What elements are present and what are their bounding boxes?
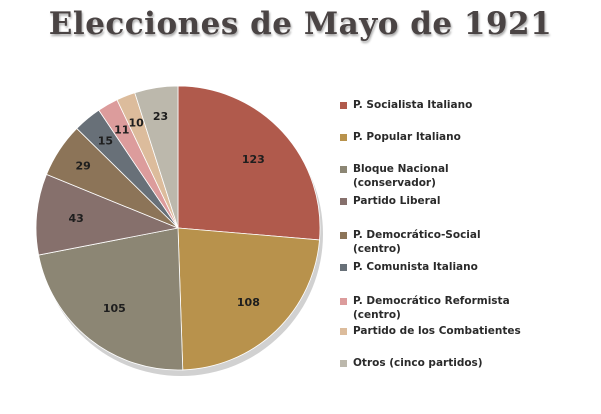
legend-swatch	[340, 298, 347, 305]
legend-label: Otros (cinco partidos)	[353, 357, 483, 369]
data-label-partido-de-los-combatientes: 10	[129, 116, 145, 129]
legend-label: Partido de los Combatientes	[353, 325, 521, 337]
legend-swatch	[340, 166, 347, 173]
legend-swatch	[340, 232, 347, 239]
data-label-partido-liberal: 43	[69, 212, 84, 225]
data-label-bloque-nacional: 105	[103, 302, 126, 315]
pie-slice-otros-cinco-partidos	[134, 85, 179, 229]
legend-label: Partido Liberal	[353, 195, 441, 207]
chart-title: Elecciones de Mayo de 1921	[48, 6, 553, 42]
legend-item-p-socialista-italiano: P. Socialista Italiano	[340, 98, 472, 112]
legend-label: P. Comunista Italiano	[353, 261, 478, 273]
pie-slice-p-socialista-italiano	[177, 85, 321, 241]
legend-swatch	[340, 198, 347, 205]
legend-item-p-democratico-social: P. Democrático-Social (centro)	[340, 228, 481, 256]
pie-slice-p-popular-italiano	[177, 227, 320, 371]
legend-label: P. Democrático Reformista (centro)	[353, 295, 510, 321]
legend-swatch	[340, 134, 347, 141]
legend-item-p-democratico-reformista: P. Democrático Reformista (centro)	[340, 294, 510, 322]
legend-label: Bloque Nacional (conservador)	[353, 163, 449, 189]
data-label-p-democratico-reformista: 11	[114, 123, 129, 136]
legend-label: P. Socialista Italiano	[353, 99, 473, 111]
legend-item-otros-cinco-partidos: Otros (cinco partidos)	[340, 356, 483, 370]
data-label-p-comunista-italiano: 15	[98, 135, 113, 148]
legend-item-partido-liberal: Partido Liberal	[340, 194, 440, 208]
data-label-p-popular-italiano: 108	[237, 296, 260, 309]
legend-label: P. Democrático-Social (centro)	[353, 229, 481, 255]
pie-slice-partido-liberal	[35, 173, 180, 256]
legend-swatch	[340, 264, 347, 271]
data-label-p-socialista-italiano: 123	[242, 153, 265, 166]
pie-slice-bloque-nacional	[38, 227, 184, 371]
legend-swatch	[340, 328, 347, 335]
data-label-otros-cinco-partidos: 23	[153, 110, 168, 123]
legend-item-partido-de-los-combatientes: Partido de los Combatientes	[340, 324, 521, 338]
legend-swatch	[340, 360, 347, 367]
legend-swatch	[340, 102, 347, 109]
data-label-p-democratico-social: 29	[75, 160, 90, 173]
legend-item-p-comunista-italiano: P. Comunista Italiano	[340, 260, 478, 274]
legend-label: P. Popular Italiano	[353, 131, 461, 143]
legend-item-bloque-nacional: Bloque Nacional (conservador)	[340, 162, 449, 190]
legend-item-p-popular-italiano: P. Popular Italiano	[340, 130, 461, 144]
